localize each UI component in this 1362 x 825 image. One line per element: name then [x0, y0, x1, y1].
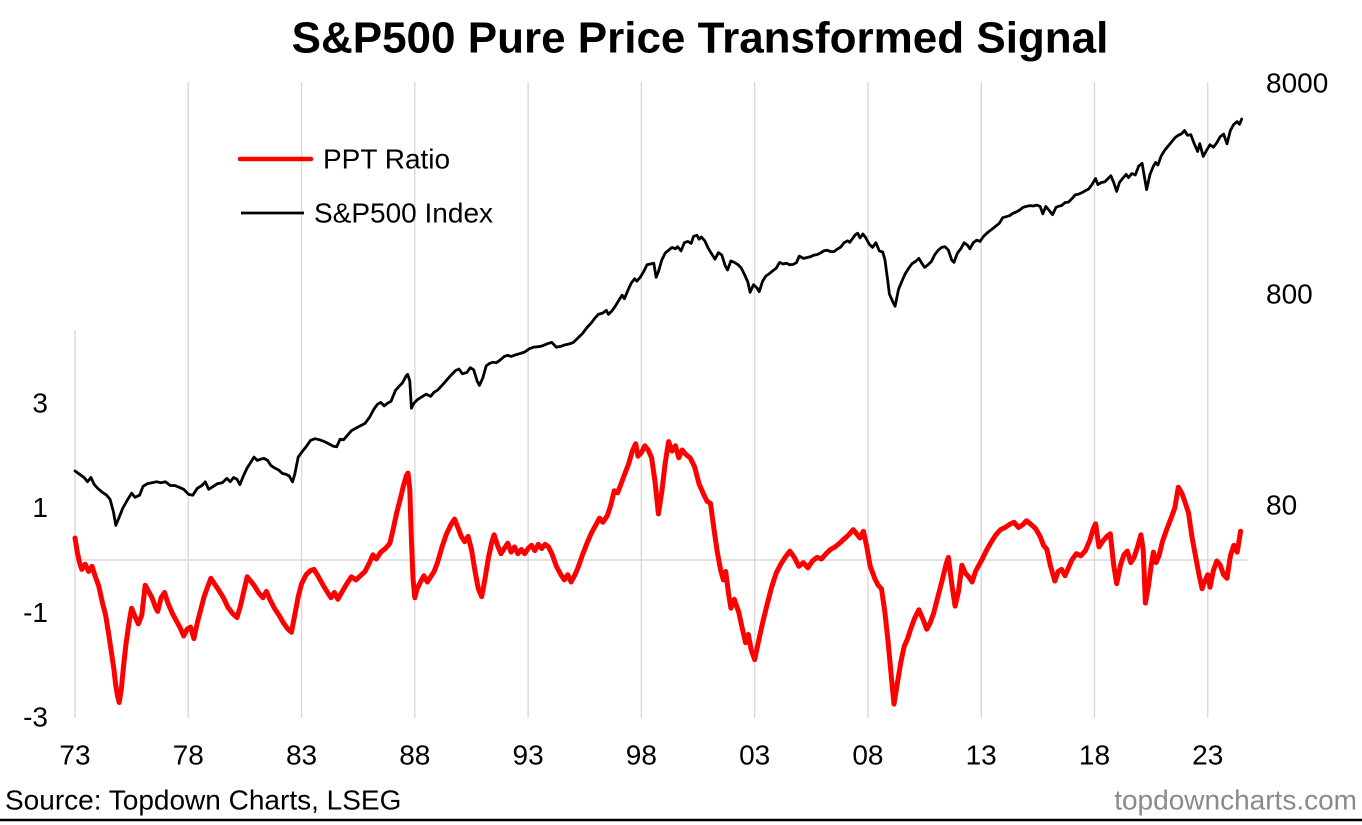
source-text: Source: Topdown Charts, LSEG [5, 785, 401, 816]
ppt-ratio-legend-label: PPT Ratio [323, 144, 450, 175]
right-tick-80: 80 [1266, 490, 1297, 521]
x-tick-73: 73 [59, 740, 90, 771]
left-tick-3: 3 [32, 387, 48, 418]
x-tick-13: 13 [966, 740, 997, 771]
left-tick--1: -1 [23, 597, 48, 628]
x-tick-98: 98 [626, 740, 657, 771]
x-tick-23: 23 [1192, 740, 1223, 771]
x-tick-83: 83 [286, 740, 317, 771]
x-tick-78: 78 [173, 740, 204, 771]
sp500-index-line [73, 117, 1244, 527]
website-link[interactable]: topdowncharts.com [1114, 785, 1357, 816]
legend: PPT Ratio S&P500 Index [237, 144, 493, 229]
x-tick-18: 18 [1079, 740, 1110, 771]
vertical-gridlines [74, 82, 1209, 718]
x-tick-08: 08 [852, 740, 883, 771]
right-tick-8000: 8000 [1266, 68, 1328, 99]
chart-title: S&P500 Pure Price Transformed Signal [292, 14, 1109, 63]
footer: Source: Topdown Charts, LSEG topdownchar… [0, 785, 1362, 822]
sp500-legend-label: S&P500 Index [314, 198, 493, 229]
right-tick-800: 800 [1266, 279, 1313, 310]
series-lines [72, 117, 1244, 707]
ppt-ratio-line [72, 439, 1244, 707]
left-tick-1: 1 [32, 492, 48, 523]
legend-item-ppt-ratio: PPT Ratio [237, 144, 450, 175]
x-axis-labels: 73 78 83 88 93 98 03 08 13 18 23 [59, 740, 1223, 771]
x-tick-88: 88 [399, 740, 430, 771]
x-tick-03: 03 [739, 740, 770, 771]
left-axis-labels: 3 1 -1 -3 [23, 387, 48, 732]
right-axis-labels: 8000 800 80 [1266, 68, 1328, 521]
legend-item-sp500: S&P500 Index [241, 198, 493, 229]
left-tick--3: -3 [23, 702, 48, 733]
x-tick-93: 93 [513, 740, 544, 771]
